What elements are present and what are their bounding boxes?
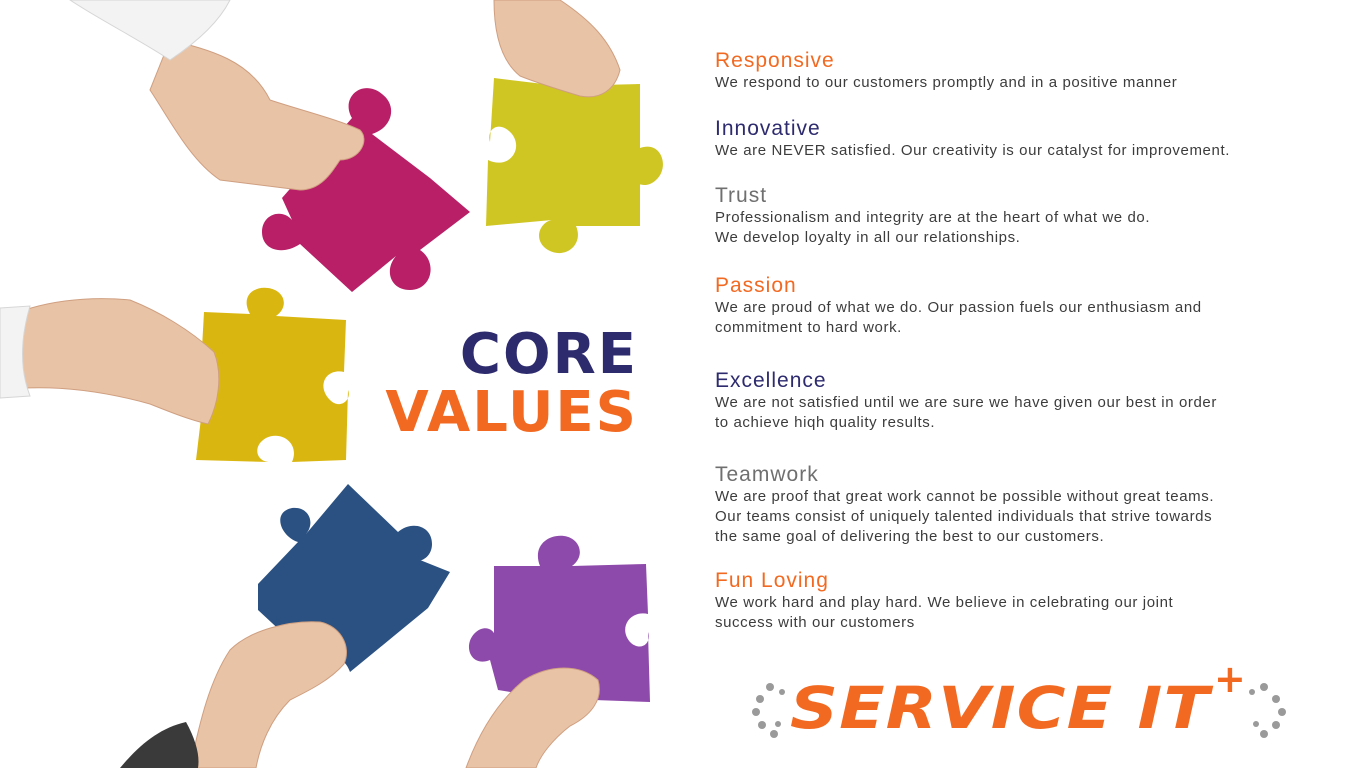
value-heading: Teamwork bbox=[715, 463, 819, 486]
logo-wordmark: SERVICE IT bbox=[790, 674, 1214, 742]
title-line-values: VALUES bbox=[385, 380, 638, 445]
hand-top-right bbox=[493, 0, 621, 98]
value-item-excellence: Excellence We are not satisfied until we… bbox=[715, 370, 1355, 433]
logo-dots-right bbox=[1249, 683, 1286, 738]
sleeve-bottom-left bbox=[120, 722, 199, 768]
puzzle-hands-illustration bbox=[0, 0, 663, 768]
value-description: Professionalism and integrity are at the… bbox=[715, 209, 1151, 246]
value-description: We are proud of what we do. Our passion … bbox=[715, 299, 1202, 336]
value-item-fun-loving: Fun Loving We work hard and play hard. W… bbox=[715, 570, 1355, 633]
value-description: We are NEVER satisfied. Our creativity i… bbox=[715, 142, 1230, 159]
value-description: We are proof that great work cannot be p… bbox=[715, 488, 1215, 545]
value-heading: Fun Loving bbox=[715, 569, 829, 592]
core-values-title: CORE VALUES bbox=[385, 326, 638, 442]
sleeve-top-left bbox=[69, 0, 231, 61]
value-heading: Excellence bbox=[715, 369, 827, 392]
purple-puzzle-piece bbox=[468, 535, 650, 702]
value-item-responsive: Responsive We respond to our customers p… bbox=[715, 50, 1355, 93]
logo-plus-icon: + bbox=[1214, 662, 1246, 701]
value-heading: Passion bbox=[715, 274, 797, 297]
hand-bottom-right bbox=[465, 667, 600, 768]
magenta-puzzle-piece bbox=[262, 88, 470, 292]
value-item-teamwork: Teamwork We are proof that great work ca… bbox=[715, 464, 1355, 547]
value-item-innovative: Innovative We are NEVER satisfied. Our c… bbox=[715, 118, 1355, 161]
value-description: We respond to our customers promptly and… bbox=[715, 74, 1178, 91]
hand-bottom-left bbox=[189, 621, 347, 768]
logo-dots-left bbox=[752, 683, 785, 738]
value-description: We are not satisfied until we are sure w… bbox=[715, 394, 1217, 431]
service-it-logo: SERVICE IT + bbox=[752, 662, 1286, 742]
lime-puzzle-piece bbox=[486, 78, 663, 254]
value-item-trust: Trust Professionalism and integrity are … bbox=[715, 185, 1355, 248]
value-description: We work hard and play hard. We believe i… bbox=[715, 594, 1174, 631]
hand-middle-left bbox=[0, 298, 220, 425]
value-heading: Innovative bbox=[715, 117, 821, 140]
hand-top-left bbox=[149, 39, 365, 191]
sleeve-middle-left bbox=[0, 305, 31, 399]
yellow-puzzle-piece bbox=[196, 287, 349, 462]
value-heading: Trust bbox=[715, 184, 768, 207]
value-item-passion: Passion We are proud of what we do. Our … bbox=[715, 275, 1355, 338]
value-heading: Responsive bbox=[715, 49, 835, 72]
title-line-core: CORE bbox=[459, 322, 638, 387]
